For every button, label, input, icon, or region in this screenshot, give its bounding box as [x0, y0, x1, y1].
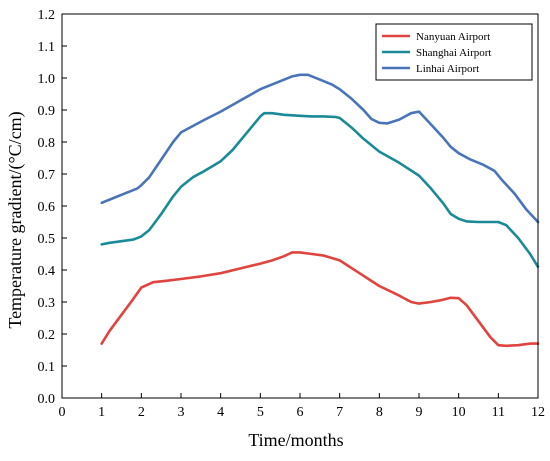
series-line-linhai-airport	[100, 73, 540, 224]
x-tick-label: 7	[336, 405, 343, 420]
x-axis-title: Time/months	[248, 430, 343, 450]
y-tick-label: 0.8	[38, 136, 56, 151]
x-tick-label: 3	[178, 405, 185, 420]
legend-label: Linhai Airport	[416, 63, 479, 75]
x-tick-label: 2	[138, 405, 145, 420]
series-line-shanghai-airport	[100, 111, 540, 269]
x-tick-label: 0	[59, 405, 66, 420]
legend-label: Shanghai Airport	[416, 47, 491, 59]
y-tick-label: 0.5	[38, 232, 56, 247]
y-tick-label: 0.3	[38, 296, 56, 311]
y-tick-label: 0.1	[38, 360, 56, 375]
y-tick-label: 0.9	[38, 104, 56, 119]
series-layer	[100, 73, 540, 348]
y-axis-title: Temperature gradient/(°C/cm)	[5, 111, 26, 328]
y-tick-label: 0.4	[38, 264, 56, 279]
legend: Nanyuan Airport Shanghai Airport Linhai Ai…	[375, 23, 533, 81]
y-tick-label: 1.2	[38, 8, 56, 23]
x-tick-label: 4	[217, 405, 224, 420]
axes-layer: 0 1 2 3 4 5 6 7 8 9 10 11 120.00.10.20.30.40.50.60.7…	[38, 8, 546, 420]
legend-label: Nanyuan Airport	[416, 31, 490, 43]
y-tick-label: 1.1	[38, 40, 56, 55]
x-tick-label: 12	[531, 405, 545, 420]
y-tick-label: 0.6	[38, 200, 56, 215]
x-tick-label: 10	[452, 405, 466, 420]
y-tick-label: 0.0	[38, 392, 56, 407]
x-tick-label: 6	[297, 405, 304, 420]
x-tick-label: 11	[492, 405, 505, 420]
y-tick-label: 1.0	[38, 72, 56, 87]
x-tick-label: 8	[376, 405, 383, 420]
x-tick-label: 1	[98, 405, 105, 420]
x-tick-label: 9	[416, 405, 423, 420]
series-line-nanyuan-airport	[100, 251, 540, 348]
x-tick-label: 5	[257, 405, 264, 420]
y-tick-label: 0.2	[38, 328, 56, 343]
y-tick-label: 0.7	[38, 168, 56, 183]
